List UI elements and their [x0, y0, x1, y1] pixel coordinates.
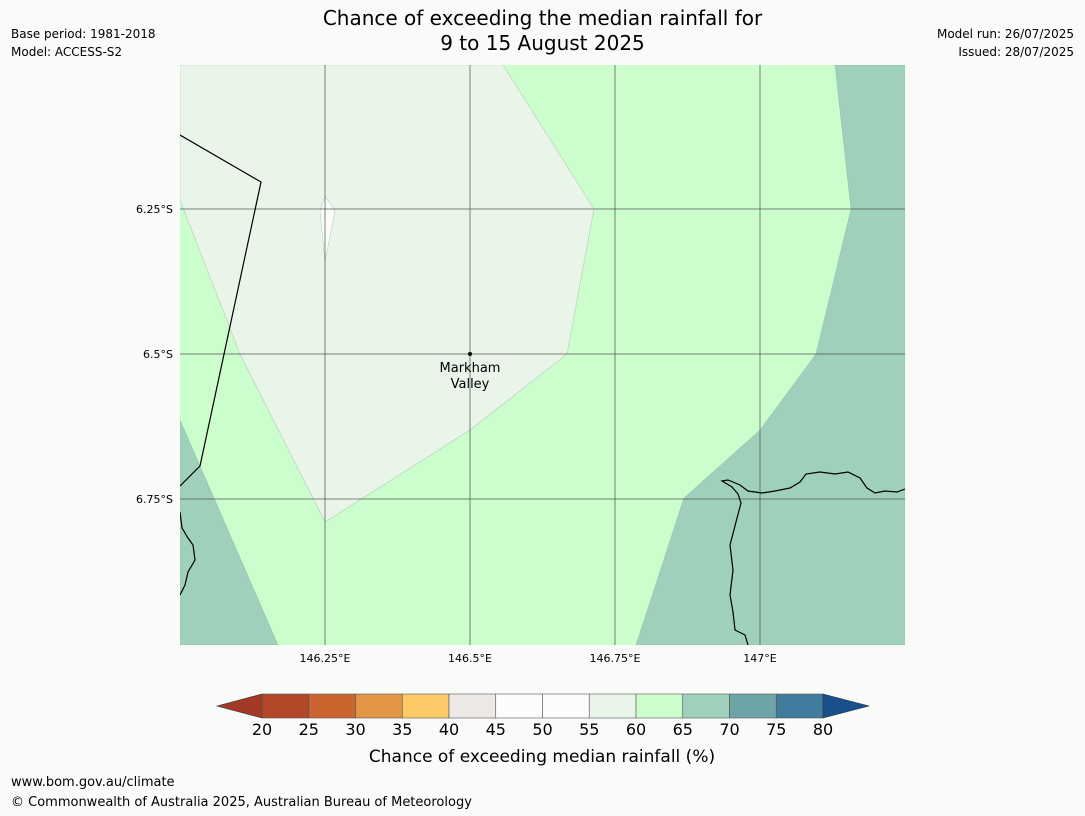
colorbar-tick-label: 70 [719, 720, 739, 739]
colorbar-extend-high [822, 693, 871, 719]
footer-copyright: © Commonwealth of Australia 2025, Austra… [11, 795, 472, 810]
colorbar-segments [215, 693, 871, 719]
colorbar-tick-label: 80 [813, 720, 833, 739]
title-line-2: 9 to 15 August 2025 [440, 31, 645, 55]
lon-tick-label: 146.5°E [448, 652, 492, 665]
colorbar-title: Chance of exceeding median rainfall (%) [369, 747, 715, 767]
issued-text: Issued: 28/07/2025 [958, 45, 1074, 59]
colorbar-tick-label: 55 [579, 720, 599, 739]
colorbar-extend-low [215, 693, 263, 719]
lon-tick-labels: 146.25°E 146.5°E 146.75°E 147°E [300, 652, 777, 665]
colorbar-segment [401, 693, 450, 719]
colorbar-labels: 20 25 30 35 40 45 50 55 60 65 70 75 80 [252, 720, 833, 739]
meta-left: Base period: 1981-2018 Model: ACCESS-S2 [11, 25, 156, 61]
lat-tick-label: 6.75°S [136, 493, 173, 506]
colorbar-tick-label: 65 [673, 720, 693, 739]
lat-tick-label: 6.5°S [143, 348, 173, 361]
lat-tick-labels: 6.25°S 6.5°S 6.75°S [136, 203, 173, 506]
lon-tick-label: 146.25°E [300, 652, 351, 665]
model-run-text: Model run: 26/07/2025 [936, 27, 1074, 41]
colorbar-tick-label: 30 [345, 720, 365, 739]
place-marker [468, 352, 472, 356]
colorbar-tick-label: 40 [439, 720, 459, 739]
place-label-line-1: Markham [440, 361, 501, 376]
colorbar-tick-label: 25 [299, 720, 319, 739]
colorbar-segment [448, 693, 497, 719]
lat-tick-label: 6.25°S [136, 203, 173, 216]
colorbar-tick-label: 60 [626, 720, 646, 739]
colorbar-segment [495, 693, 543, 719]
colorbar-tick-label: 50 [532, 720, 552, 739]
colorbar-tick-label: 35 [392, 720, 412, 739]
colorbar-segment [542, 693, 590, 719]
colorbar-tick-label: 45 [486, 720, 506, 739]
colorbar: 20 25 30 35 40 45 50 55 60 65 70 75 80 Chance of exc… [215, 693, 871, 767]
colorbar-segment [729, 693, 777, 719]
zone-65-70-east [635, 65, 905, 645]
base-period-text: Base period: 1981-2018 [11, 27, 156, 41]
colorbar-tick-label: 20 [252, 720, 272, 739]
colorbar-tick-label: 75 [766, 720, 786, 739]
gridlines [180, 65, 905, 645]
colorbar-segment [308, 693, 356, 719]
zone-65-70-west [180, 419, 279, 645]
lon-tick-label: 146.75°E [590, 652, 641, 665]
coastline-west [180, 511, 196, 596]
colorbar-segment [355, 693, 403, 719]
colorbar-segment [775, 693, 824, 719]
coastline-east [720, 471, 905, 645]
meta-right: Model run: 26/07/2025 Issued: 28/07/2025 [937, 25, 1074, 61]
place-label-line-2: Valley [451, 377, 490, 392]
map-title: Chance of exceeding the median rainfall … [0, 6, 1085, 56]
model-text: Model: ACCESS-S2 [11, 45, 123, 59]
colorbar-segment [682, 693, 730, 719]
title-line-1: Chance of exceeding the median rainfall … [322, 6, 763, 30]
province-boundary-line [180, 134, 262, 487]
colorbar-segment [635, 693, 684, 719]
map-area: Markham Valley [180, 65, 905, 645]
lon-tick-label: 147°E [743, 652, 776, 665]
footer-url: www.bom.gov.au/climate [11, 775, 175, 790]
colorbar-segment [261, 693, 310, 719]
colorbar-segment [588, 693, 637, 719]
